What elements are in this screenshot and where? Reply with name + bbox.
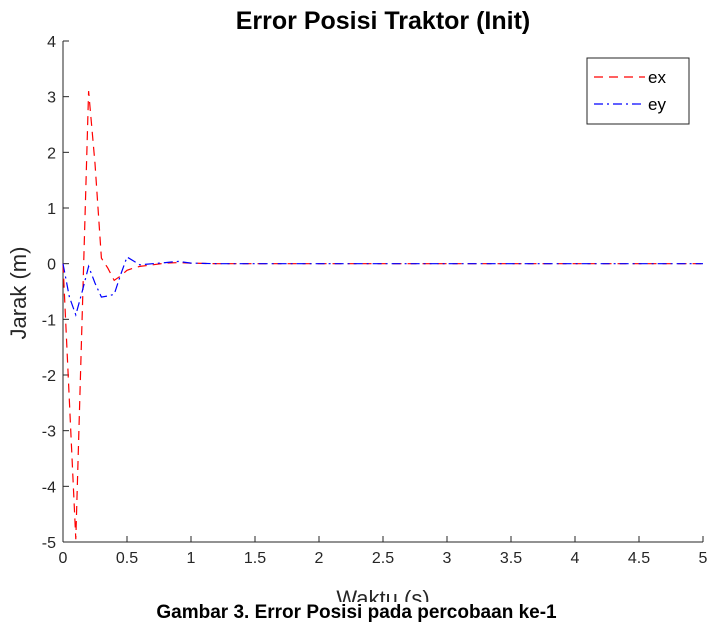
x-tick-label: 5 xyxy=(699,550,708,567)
x-axis-label: Waktu (s) xyxy=(336,586,429,602)
y-tick-label: -3 xyxy=(42,424,56,441)
y-tick-label: 1 xyxy=(47,201,56,218)
y-tick-label: -1 xyxy=(42,312,56,329)
chart: Error Posisi Traktor (Init) 0 0.5 1 1.5 2 2.5… xyxy=(6,7,708,602)
y-tick-label: -4 xyxy=(42,479,56,496)
y-tick-label: 3 xyxy=(47,90,56,107)
chart-title: Error Posisi Traktor (Init) xyxy=(236,7,531,35)
plot-area: 0 0.5 1 1.5 2 2.5 3 3.5 4 4.5 5 -5 -4 -3 -2 -1 0 1 2 3 4 ex ey xyxy=(42,34,708,567)
x-tick-label: 1.5 xyxy=(244,550,266,567)
x-tick-label: 0 xyxy=(59,550,68,567)
x-tick-label: 2.5 xyxy=(372,550,394,567)
series-line-ey xyxy=(62,256,703,317)
y-tick-label: 4 xyxy=(47,34,56,51)
y-tick-label: 0 xyxy=(47,257,56,274)
legend-box xyxy=(586,57,690,125)
x-tick-label: 3.5 xyxy=(500,550,522,567)
y-tick-label: -2 xyxy=(42,368,56,385)
y-axis-label: Jarak (m) xyxy=(6,247,31,340)
series-line-ex xyxy=(62,91,703,540)
x-tick-label: 3 xyxy=(443,550,452,567)
x-tick-label: 0.5 xyxy=(116,550,138,567)
x-tick-label: 4 xyxy=(571,550,580,567)
x-tick-label: 2 xyxy=(315,550,324,567)
x-tick-label: 4.5 xyxy=(628,550,650,567)
legend-label-ey: ey xyxy=(648,95,666,114)
legend-label-ex: ex xyxy=(648,68,666,87)
figure-caption: Gambar 3. Error Posisi pada percobaan ke… xyxy=(156,602,557,623)
y-tick-label: -5 xyxy=(42,535,56,552)
y-tick-label: 2 xyxy=(47,145,56,162)
x-tick-label: 1 xyxy=(187,550,196,567)
